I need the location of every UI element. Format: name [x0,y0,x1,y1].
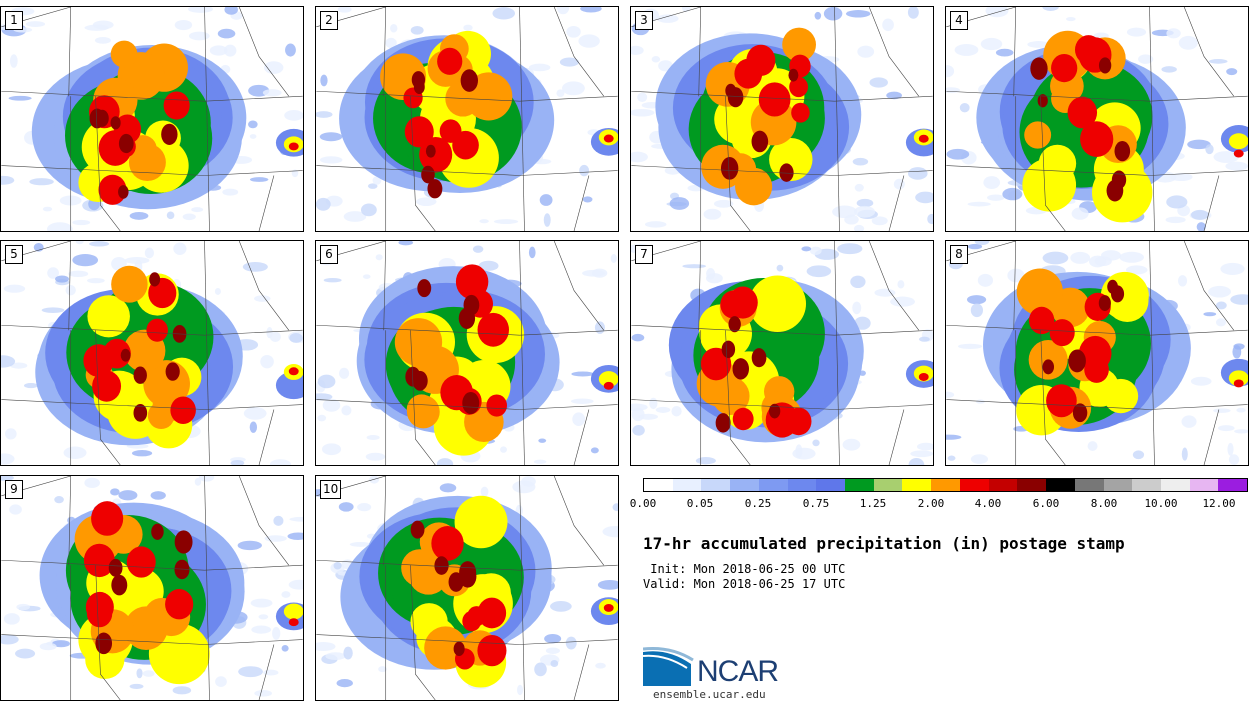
precip-colorbar [643,478,1248,492]
colorbar-swatch [1218,479,1248,491]
logo-url: ensemble.ucar.edu [653,688,766,701]
postage-stamp-panel: 2 [315,6,619,232]
colorbar-swatch [1103,479,1133,491]
colorbar-swatch [787,479,817,491]
colorbar-labels: 0.00 0.05 0.25 0.75 1.25 2.00 4.00 6.00 8.00 10.0… [630,497,1260,513]
precip-map [316,241,618,465]
panel-number: 4 [950,11,968,30]
colorbar-swatch [701,479,731,491]
colorbar-swatch [931,479,960,491]
colorbar-swatch [873,479,903,491]
panel-number: 8 [950,245,968,264]
colorbar-tick-label: 6.00 [1032,497,1060,510]
colorbar-tick-label: 2.00 [917,497,945,510]
panel-number: 9 [5,480,23,499]
valid-time: Valid: Mon 2018-06-25 17 UTC [643,577,846,591]
panel-number: 6 [320,245,338,264]
colorbar-swatch [959,479,989,491]
colorbar-swatch [730,479,759,491]
ncar-logo-text: NCAR [697,655,779,688]
init-time: Init: Mon 2018-06-25 00 UTC [643,562,846,576]
colorbar-swatch [758,479,788,491]
precip-map [1,241,303,465]
colorbar-tick-label: 1.25 [859,497,887,510]
postage-stamp-panel: 8 [945,240,1249,466]
precip-map [631,241,933,465]
precip-map [1,7,303,231]
colorbar-swatch [1189,479,1219,491]
colorbar-swatch [1160,479,1190,491]
postage-stamp-panel: 5 [0,240,304,466]
precip-map [946,241,1248,465]
precip-map [631,7,933,231]
colorbar-swatch [1132,479,1161,491]
postage-stamp-panel: 9 [0,475,304,701]
postage-stamp-panel: 3 [630,6,934,232]
colorbar-swatch [1017,479,1047,491]
colorbar-swatch [988,479,1018,491]
colorbar-tick-label: 4.00 [974,497,1002,510]
colorbar-tick-label: 0.00 [629,497,657,510]
panel-number: 2 [320,11,338,30]
colorbar-swatch [644,479,673,491]
colorbar-tick-label: 0.05 [686,497,714,510]
precip-map [946,7,1248,231]
panel-number: 5 [5,245,23,264]
colorbar-swatch [816,479,846,491]
colorbar-swatch [845,479,874,491]
colorbar-swatch [672,479,702,491]
postage-stamp-panel: 10 [315,475,619,701]
postage-stamp-panel: 7 [630,240,934,466]
colorbar-tick-label: 0.25 [744,497,772,510]
colorbar-tick-label: 0.75 [802,497,830,510]
panel-number: 7 [635,245,653,264]
postage-stamp-panel: 4 [945,6,1249,232]
precip-map [1,476,303,700]
panel-number: 1 [5,11,23,30]
ncar-logo-icon [643,647,694,686]
postage-stamp-panel: 1 [0,6,304,232]
plot-title: 17-hr accumulated precipitation (in) pos… [643,534,1125,553]
precip-map [316,476,618,700]
precip-map [316,7,618,231]
colorbar-tick-label: 12.00 [1202,497,1236,510]
colorbar-tick-label: 8.00 [1090,497,1118,510]
panel-number: 10 [320,480,342,499]
postage-stamp-panel: 6 [315,240,619,466]
colorbar-swatch [1046,479,1075,491]
colorbar-tick-label: 10.00 [1144,497,1178,510]
panel-number: 3 [635,11,653,30]
colorbar-swatch [1074,479,1104,491]
colorbar-swatch [902,479,932,491]
